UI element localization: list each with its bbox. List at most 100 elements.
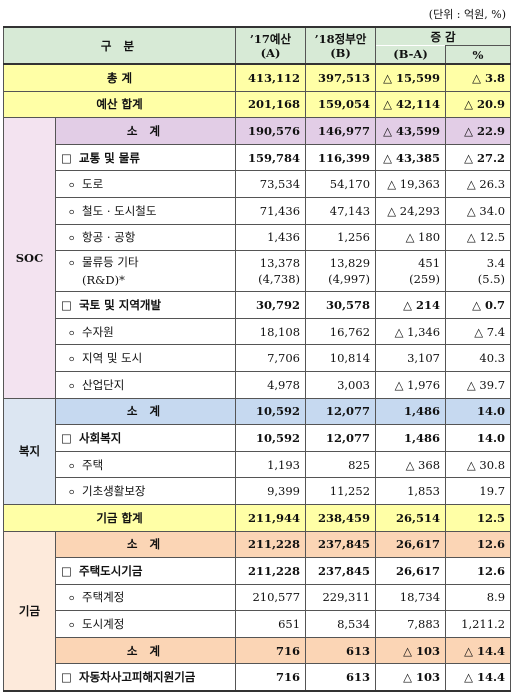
value: 71,436: [259, 203, 301, 218]
value-cell: △ 30.8: [445, 450, 512, 479]
value-cell: △ 39.7: [445, 370, 512, 399]
value: (259): [409, 272, 441, 287]
value-cell: 12.5: [445, 503, 512, 532]
value: 26,514: [396, 510, 441, 525]
data-row: □ 자동차사고피해지원기금 716 613 △ 103 △ 14.4: [4, 663, 512, 692]
value-cell: 3,003: [305, 370, 377, 399]
header-pct-text: %: [472, 47, 484, 62]
label-text: 주택: [82, 457, 104, 472]
row-label: 예산 합계: [2, 90, 237, 119]
row-marker: ㅇ: [68, 234, 76, 244]
value: △ 3.8: [472, 70, 506, 85]
value-cell: 30,578: [305, 291, 377, 319]
value-cell: 146,977: [305, 117, 377, 145]
value-cell: 1,436: [235, 223, 307, 252]
value: △ 14.4: [464, 670, 506, 685]
value-cell: 451 (259): [375, 250, 447, 293]
label-text: 물류등 기타: [82, 255, 139, 270]
value: 54,170: [329, 177, 371, 192]
header-a-text: (A): [260, 45, 281, 60]
header-category: 구 분: [2, 26, 237, 65]
value-cell: △ 15,599: [375, 63, 447, 92]
value: △ 43,385: [383, 150, 441, 165]
value-cell: △ 1,346: [375, 317, 447, 346]
data-row: ㅇ 물류등 기타 (R&D)* 13,378 (4,738) 13,829 (4,997) 4…: [4, 250, 512, 293]
value: 651: [278, 617, 301, 632]
data-row: □ 교통 및 물류 159,784 116,399 △ 43,385 △ 27.2: [4, 143, 512, 172]
value: 11,252: [329, 484, 371, 499]
value: △ 12.5: [466, 230, 506, 245]
row-label: 소 계: [54, 397, 237, 426]
value: △ 180: [405, 230, 441, 245]
value: 4,978: [267, 377, 301, 392]
value: 7,706: [267, 351, 301, 366]
data-row: ㅇ 철도 · 도시철도 71,436 47,143 △ 24,293 △ 34.0: [4, 196, 512, 225]
total-row: 총 계 413,112 397,513 △ 15,599 △ 3.8: [2, 63, 512, 92]
value: 397,513: [318, 70, 371, 85]
value: △ 368: [405, 457, 441, 472]
data-row: ㅇ 주택계정 210,577 229,311 18,734 8.9: [4, 583, 512, 612]
data-row: ㅇ 도로 73,534 54,170 △ 19,363 △ 26.3: [4, 170, 512, 198]
value: △ 0.7: [472, 297, 506, 312]
value-cell: 1,486: [375, 424, 447, 452]
row-marker: ㅇ: [68, 355, 76, 365]
value: 613: [346, 670, 371, 685]
label-text: 소 계: [126, 537, 165, 552]
value-cell: 413,112: [235, 63, 307, 92]
value: 3,003: [337, 377, 371, 392]
label-text: 수자원: [82, 324, 114, 339]
row-marker: □: [61, 563, 72, 578]
value: 16,762: [329, 324, 371, 339]
label-text: 도로: [82, 177, 104, 192]
data-row: ㅇ 항공 · 공항 1,436 1,256 △ 180 △ 12.5: [4, 223, 512, 252]
value: △ 42,114: [383, 97, 441, 112]
value-cell: 18,734: [375, 583, 447, 612]
value: 451: [418, 256, 441, 271]
value-cell: △ 103: [375, 636, 447, 665]
value-cell: 71,436: [235, 196, 307, 225]
value: 1,211.2: [461, 617, 506, 632]
value: △ 39.7: [466, 377, 506, 392]
label-text: 소 계: [126, 643, 165, 658]
label-text: 자동차사고피해지원기금: [79, 670, 196, 685]
value-cell: △ 180: [375, 223, 447, 252]
value-cell: △ 0.7: [445, 291, 512, 319]
value: 12.6: [477, 563, 506, 578]
value-cell: △ 22.9: [445, 117, 512, 145]
label-text: 예산 합계: [96, 97, 143, 112]
value: △ 14.4: [464, 643, 506, 658]
value-cell: △ 20.9: [445, 90, 512, 119]
value: 12,077: [326, 430, 371, 445]
value: 1,193: [267, 457, 301, 472]
value-cell: 613: [305, 636, 377, 665]
label-text: 소 계: [126, 123, 165, 138]
row-label: 소 계: [54, 117, 237, 145]
row-marker: ㅇ: [68, 621, 76, 631]
value-cell: △ 43,385: [375, 143, 447, 172]
value: △ 1,976: [394, 377, 441, 392]
value-cell: 12,077: [305, 397, 377, 426]
value: 3,107: [407, 351, 441, 366]
table-header: 구 분 ’17예산 (A) ’18정부안 (B) 증 감 (B-A)%: [2, 26, 512, 65]
row-marker: ㅇ: [68, 259, 76, 269]
budget-table: 구 분 ’17예산 (A) ’18정부안 (B) 증 감 (B-A)% 총 계 413,112…: [2, 26, 512, 692]
row-label: □ 사회복지: [54, 424, 237, 452]
value: 716: [276, 670, 301, 685]
label-text: 산업단지: [82, 377, 125, 392]
value: △ 27.2: [464, 150, 506, 165]
value: 7,883: [407, 617, 441, 632]
value-cell: 238,459: [305, 503, 377, 532]
data-row: 기금 소 계 211,228 237,845 26,617 12.6: [3, 530, 512, 692]
label-text: 도시계정: [82, 617, 125, 632]
row-label: □ 국토 및 지역개발: [54, 291, 237, 319]
row-label: □ 교통 및 물류: [54, 143, 237, 172]
value: 13,829: [329, 256, 371, 271]
table-body: 총 계 413,112 397,513 △ 15,599 △ 3.8 예산 합계 201,1…: [2, 63, 512, 692]
value: 1,853: [407, 484, 441, 499]
value: △ 15,599: [383, 70, 441, 85]
data-row: ㅇ 도시계정 651 8,534 7,883 1,211.2: [4, 610, 512, 638]
value: 211,228: [248, 537, 301, 552]
value-cell: 13,829 (4,997): [305, 250, 377, 293]
value-cell: 12,077: [305, 424, 377, 452]
data-row: □ 사회복지 10,592 12,077 1,486 14.0: [4, 424, 512, 452]
